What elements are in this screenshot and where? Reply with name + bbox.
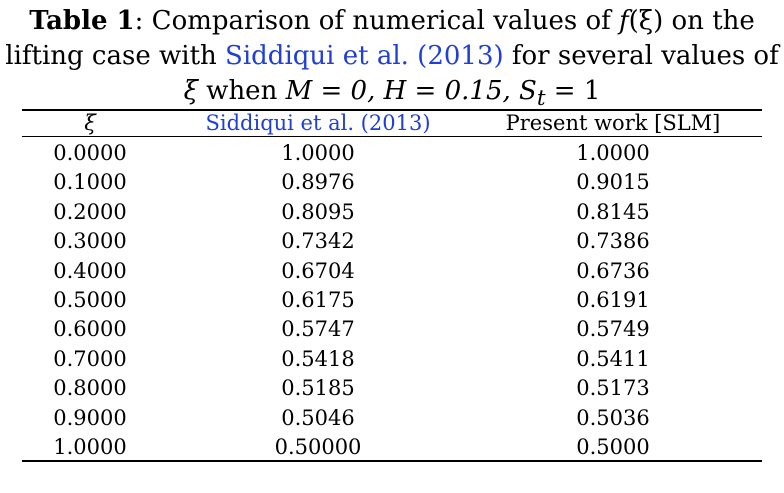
column-header-present-work: Present work [SLM] [505, 111, 721, 135]
cell-siddiqui: 0.5747 [281, 317, 355, 342]
cell-siddiqui: 0.6704 [281, 258, 355, 283]
table-row: 0.7000 0.5418 0.5411 [0, 345, 784, 374]
cell-xi: 0.7000 [53, 346, 127, 371]
table-row: 0.3000 0.7342 0.7386 [0, 227, 784, 256]
caption-line-2: lifting case with Siddiqui et al. (2013)… [0, 39, 784, 74]
caption-text: : Comparison of numerical values of [134, 6, 620, 36]
cell-siddiqui: 0.8976 [281, 170, 355, 195]
cell-xi: 0.0000 [53, 141, 127, 165]
table-caption: Table 1: Comparison of numerical values … [0, 4, 784, 116]
cell-present-work: 0.8145 [576, 199, 650, 224]
caption-text: lifting case with [5, 41, 226, 71]
table-row: 1.0000 0.50000 0.5000 [0, 433, 784, 462]
cell-present-work: 0.5749 [576, 317, 650, 342]
cell-present-work: 0.5036 [576, 405, 650, 430]
caption-text: when [197, 76, 286, 106]
citation-link[interactable]: Siddiqui et al. (2013) [225, 41, 504, 71]
cell-present-work: 0.6191 [576, 287, 650, 312]
caption-line-3: ξ when M = 0, H = 0.15, St = 1 [0, 74, 784, 116]
table-row: 0.0000 1.0000 1.0000 [0, 139, 784, 168]
table-top-rule [22, 109, 762, 111]
cell-siddiqui: 0.6175 [281, 287, 355, 312]
cell-siddiqui: 1.0000 [281, 141, 355, 165]
caption-text: for several values of [503, 41, 779, 71]
caption-subscript: t [536, 86, 546, 112]
cell-present-work: 0.5000 [576, 434, 650, 459]
cell-present-work: 1.0000 [576, 141, 650, 165]
caption-xi: ξ [183, 76, 198, 106]
table-row: 0.6000 0.5747 0.5749 [0, 315, 784, 344]
cell-xi: 0.4000 [53, 258, 127, 283]
cell-xi: 0.1000 [53, 170, 127, 195]
caption-text: on the [663, 6, 755, 36]
column-header-xi: ξ [84, 111, 96, 135]
cell-xi: 0.3000 [53, 229, 127, 254]
cell-xi: 0.2000 [53, 199, 127, 224]
caption-func-arg: (ξ) [628, 6, 664, 36]
cell-present-work: 0.7386 [576, 229, 650, 254]
table-row: 0.8000 0.5185 0.5173 [0, 374, 784, 403]
table-header-rule [22, 136, 762, 137]
table-row: 0.1000 0.8976 0.9015 [0, 168, 784, 197]
caption-line-1: Table 1: Comparison of numerical values … [0, 4, 784, 39]
caption-func: f [619, 6, 629, 36]
cell-siddiqui: 0.8095 [281, 199, 355, 224]
caption-text: = 1 [545, 76, 601, 106]
cell-siddiqui: 0.5185 [281, 376, 355, 401]
table-row: 0.9000 0.5046 0.5036 [0, 404, 784, 433]
cell-present-work: 0.5411 [576, 346, 650, 371]
cell-siddiqui: 0.50000 [274, 434, 362, 459]
table-body: 0.0000 1.0000 1.0000 0.1000 0.8976 0.901… [0, 139, 784, 462]
cell-present-work: 0.5173 [576, 376, 650, 401]
cell-xi: 0.5000 [53, 287, 127, 312]
cell-siddiqui: 0.5046 [281, 405, 355, 430]
table-row: 0.4000 0.6704 0.6736 [0, 257, 784, 286]
cell-xi: 0.9000 [53, 405, 127, 430]
cell-siddiqui: 0.5418 [281, 346, 355, 371]
cell-present-work: 0.6736 [576, 258, 650, 283]
column-header-siddiqui[interactable]: Siddiqui et al. (2013) [205, 111, 431, 135]
table-label: Table 1 [29, 6, 135, 36]
cell-xi: 0.8000 [53, 376, 127, 401]
cell-xi: 1.0000 [53, 434, 127, 459]
table-row: 0.5000 0.6175 0.6191 [0, 286, 784, 315]
table-row: 0.2000 0.8095 0.8145 [0, 198, 784, 227]
cell-siddiqui: 0.7342 [281, 229, 355, 254]
table-bottom-rule [22, 460, 762, 462]
cell-xi: 0.6000 [53, 317, 127, 342]
cell-present-work: 0.9015 [576, 170, 650, 195]
caption-conditions: M = 0, H = 0.15, S [285, 76, 537, 106]
